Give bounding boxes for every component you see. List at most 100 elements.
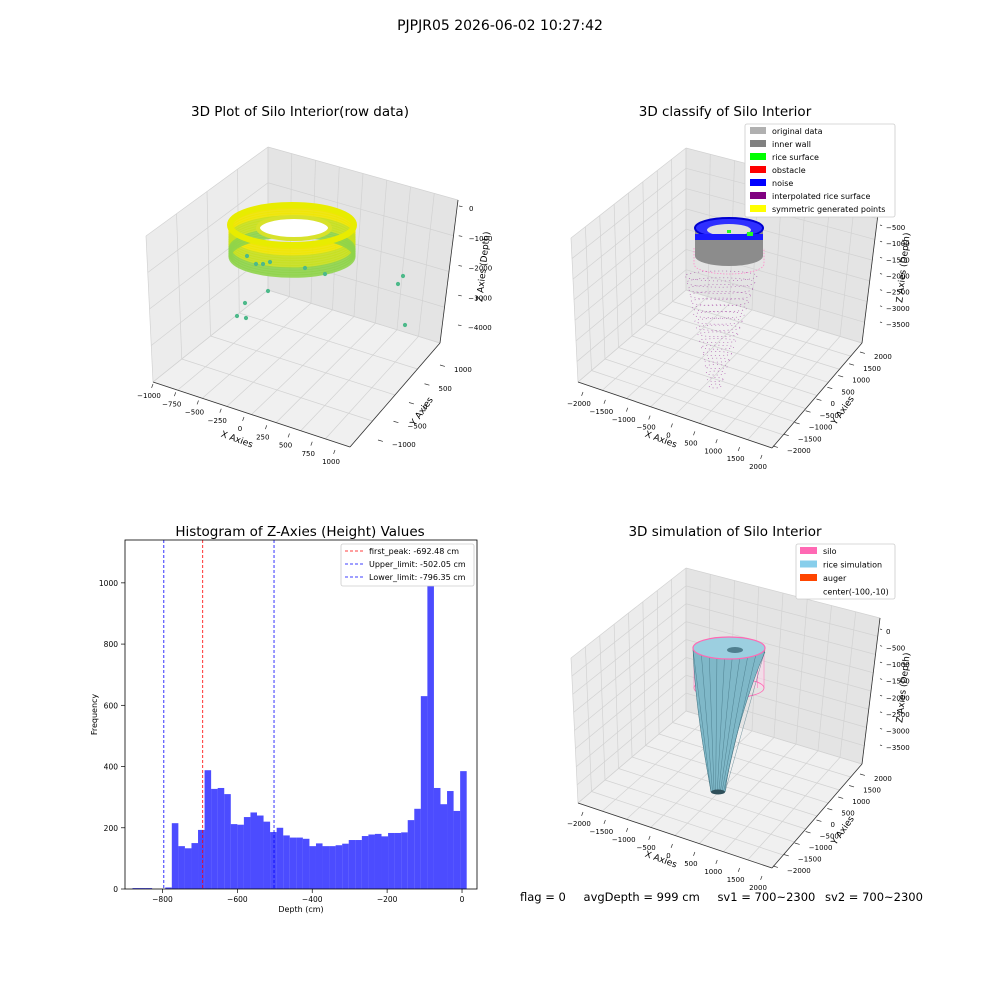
grid-line xyxy=(658,312,840,370)
grid-line xyxy=(571,585,687,677)
interpolated-surface xyxy=(704,364,728,369)
histogram-bar xyxy=(178,846,185,889)
histogram-bar xyxy=(368,834,375,889)
sim-y-tick xyxy=(849,785,855,788)
sv2-text: sv2 = 700~2300 xyxy=(825,890,923,904)
cls-z-tick xyxy=(879,321,883,324)
grid-line xyxy=(685,567,881,619)
legend-box xyxy=(795,543,896,600)
raw-x-tick-label: −250 xyxy=(208,417,227,425)
raw-x-tick xyxy=(219,408,222,413)
cls-z-tick-label: −3500 xyxy=(886,321,910,329)
histogram-bar xyxy=(414,808,421,889)
y-tick-label: 1000 xyxy=(99,579,118,588)
grid-line xyxy=(591,370,784,436)
histogram-bar xyxy=(204,770,212,889)
x-tick-label: −200 xyxy=(377,895,398,904)
histogram-bar xyxy=(191,843,199,889)
cone-tip xyxy=(711,789,725,795)
x-tick-label: −400 xyxy=(302,895,323,904)
grid-line xyxy=(210,335,396,396)
histogram-bar xyxy=(342,843,349,889)
sim-y-tick xyxy=(827,808,833,811)
histogram-bar xyxy=(394,832,402,889)
cls-y-tick xyxy=(838,375,844,378)
histogram-bar xyxy=(270,832,277,889)
raw-z-tick xyxy=(457,324,462,327)
cls-z-tick xyxy=(879,224,883,227)
grid-line xyxy=(599,215,606,360)
legend-label: first_peak: -692.48 cm xyxy=(369,547,459,556)
sv1-text: sv1 = 700~2300 xyxy=(717,890,816,904)
rice-surface-points xyxy=(747,232,753,236)
sim-z-tick-label: −1000 xyxy=(886,661,910,669)
raw-x-tick xyxy=(287,433,290,438)
grid-line xyxy=(576,692,687,786)
interpolated-surface xyxy=(698,338,737,344)
sim-y-tick xyxy=(816,819,822,822)
left-pane xyxy=(571,148,686,382)
raw-y-tick xyxy=(408,402,414,405)
cls-x-tick-label: 1000 xyxy=(704,447,722,455)
grid-line xyxy=(685,269,865,323)
rice-mesh-line xyxy=(724,649,766,793)
sim-x-tick-label: −1000 xyxy=(612,836,636,844)
x-axis-line xyxy=(577,802,773,869)
cls-y-tick xyxy=(805,410,811,413)
sim-panel-title: 3D simulation of Silo Interior xyxy=(628,524,822,540)
histogram-bar xyxy=(250,812,257,889)
cls-x-tick-label: 1500 xyxy=(727,455,745,463)
scatter-point xyxy=(234,313,240,319)
sim-z-tick xyxy=(879,728,883,730)
sim-z-tick xyxy=(879,711,883,713)
histogram-bar xyxy=(217,787,225,889)
histogram-bar xyxy=(433,787,441,889)
floor-pane xyxy=(153,290,440,447)
interpolated-surface xyxy=(705,370,726,376)
sim-x-tick xyxy=(670,843,673,848)
interpolated-surface xyxy=(703,357,730,363)
cls-y-tick xyxy=(816,398,822,401)
sim-y-axis-label: Y Axies xyxy=(829,814,857,847)
raw-y-tick xyxy=(377,439,383,442)
sim-x-tick-label: 2000 xyxy=(749,884,767,892)
grid-line xyxy=(181,358,373,422)
sim-y-tick-label: 500 xyxy=(841,810,854,818)
legend-label: center(-100,-10) xyxy=(823,588,889,597)
cls-z-tick xyxy=(879,257,883,259)
grid-line xyxy=(570,567,687,659)
sim-z-tick-label: −500 xyxy=(886,645,905,653)
cls-z-tick-label: −3000 xyxy=(886,305,910,313)
cls-x-tick xyxy=(760,454,763,459)
interpolated-surface xyxy=(695,324,741,331)
histogram-bar xyxy=(230,824,238,889)
cls-y-tick xyxy=(859,351,865,354)
histogram-bar xyxy=(374,833,382,889)
cls-y-tick-label: 0 xyxy=(831,400,835,408)
raw-x-tick-label: 0 xyxy=(238,425,242,433)
y-axis-label: Frequency xyxy=(90,694,99,736)
histogram-bar xyxy=(453,810,461,889)
avg-depth-text: avgDepth = 999 cm xyxy=(583,890,700,904)
rice-mesh-line xyxy=(715,649,718,793)
histogram-bar xyxy=(184,848,192,889)
silo-top-rim xyxy=(692,636,766,660)
legend-label: auger xyxy=(823,574,847,583)
grid-line xyxy=(585,226,592,371)
histogram-bar xyxy=(401,832,408,889)
raw-z-tick-label: −3000 xyxy=(468,294,492,302)
grid-line xyxy=(570,237,579,383)
grid-line xyxy=(685,289,863,344)
status-footer: flag = 0 avgDepth = 999 cm sv1 = 700~230… xyxy=(520,890,937,904)
sim-y-tick xyxy=(794,842,800,845)
histogram-bar xyxy=(309,846,316,889)
sim-z-tick xyxy=(879,694,883,697)
sim-y-tick xyxy=(772,865,778,868)
grid-line xyxy=(577,710,687,804)
scatter-point xyxy=(265,288,271,294)
grid-line xyxy=(604,779,795,843)
cls-x-tick xyxy=(626,407,629,412)
histogram-bar xyxy=(348,840,356,889)
legend-swatch xyxy=(750,192,766,199)
y-tick-label: 0 xyxy=(113,885,118,894)
